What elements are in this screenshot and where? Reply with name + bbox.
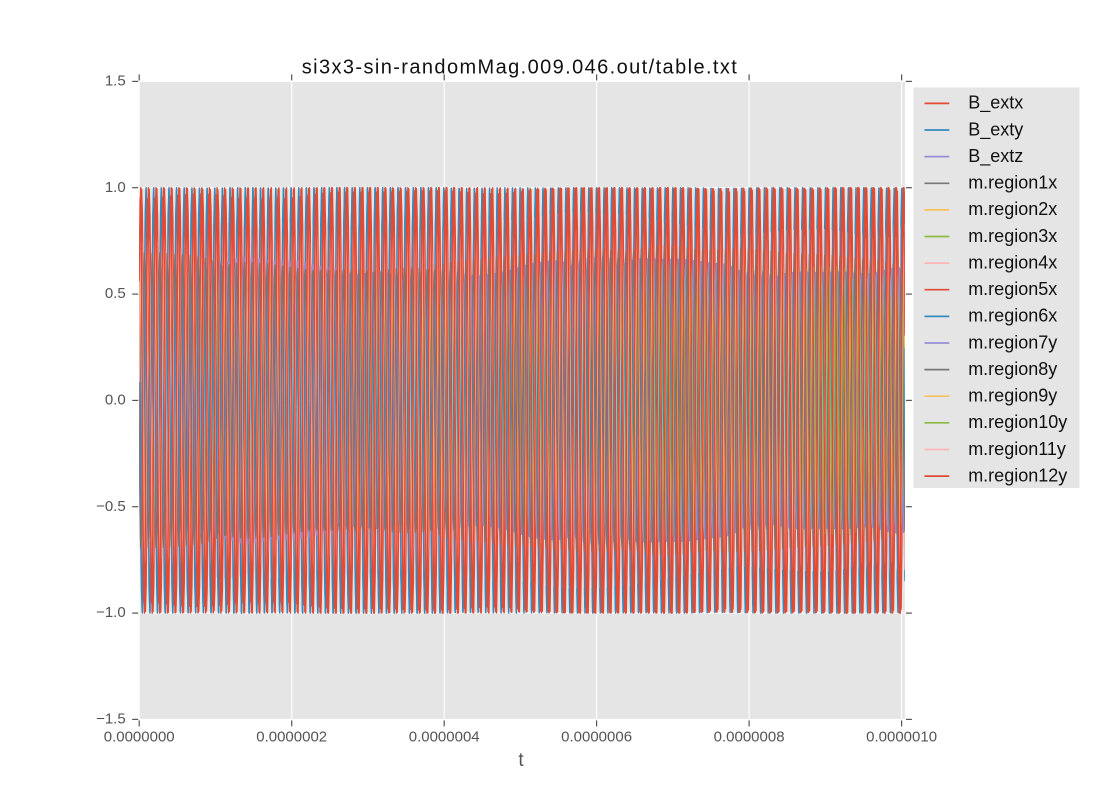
svg-text:0.0000008: 0.0000008 xyxy=(714,728,785,745)
svg-text:m.region4x: m.region4x xyxy=(968,252,1057,272)
svg-text:1.0: 1.0 xyxy=(105,179,126,196)
svg-text:t: t xyxy=(518,750,524,771)
svg-text:m.region12y: m.region12y xyxy=(968,465,1067,485)
svg-text:m.region6x: m.region6x xyxy=(968,306,1057,326)
svg-text:m.region5x: m.region5x xyxy=(968,279,1057,299)
svg-text:0.0000004: 0.0000004 xyxy=(409,728,480,745)
svg-text:0.0000010: 0.0000010 xyxy=(866,728,937,745)
svg-text:m.region7y: m.region7y xyxy=(968,332,1057,352)
svg-text:0.0000002: 0.0000002 xyxy=(256,728,327,745)
svg-text:−0.5: −0.5 xyxy=(96,498,126,515)
svg-text:0.0000000: 0.0000000 xyxy=(104,728,175,745)
svg-text:−1.0: −1.0 xyxy=(96,604,126,621)
svg-text:−1.5: −1.5 xyxy=(96,711,126,728)
svg-text:m.region9y: m.region9y xyxy=(968,386,1057,406)
svg-text:0.5: 0.5 xyxy=(105,285,126,302)
svg-text:B_extz: B_extz xyxy=(968,146,1023,167)
svg-text:0.0000006: 0.0000006 xyxy=(561,728,632,745)
svg-text:0.0: 0.0 xyxy=(105,392,126,409)
svg-text:si3x3-sin-randomMag.009.046.ou: si3x3-sin-randomMag.009.046.out/table.tx… xyxy=(302,56,739,78)
svg-text:m.region2x: m.region2x xyxy=(968,199,1057,219)
svg-text:m.region3x: m.region3x xyxy=(968,226,1057,246)
svg-text:1.5: 1.5 xyxy=(105,73,126,90)
svg-text:m.region10y: m.region10y xyxy=(968,412,1067,432)
svg-text:m.region8y: m.region8y xyxy=(968,359,1057,379)
svg-text:B_exty: B_exty xyxy=(968,119,1023,140)
svg-text:B_extx: B_extx xyxy=(968,93,1023,114)
svg-text:m.region1x: m.region1x xyxy=(968,173,1057,193)
svg-text:m.region11y: m.region11y xyxy=(968,439,1066,459)
